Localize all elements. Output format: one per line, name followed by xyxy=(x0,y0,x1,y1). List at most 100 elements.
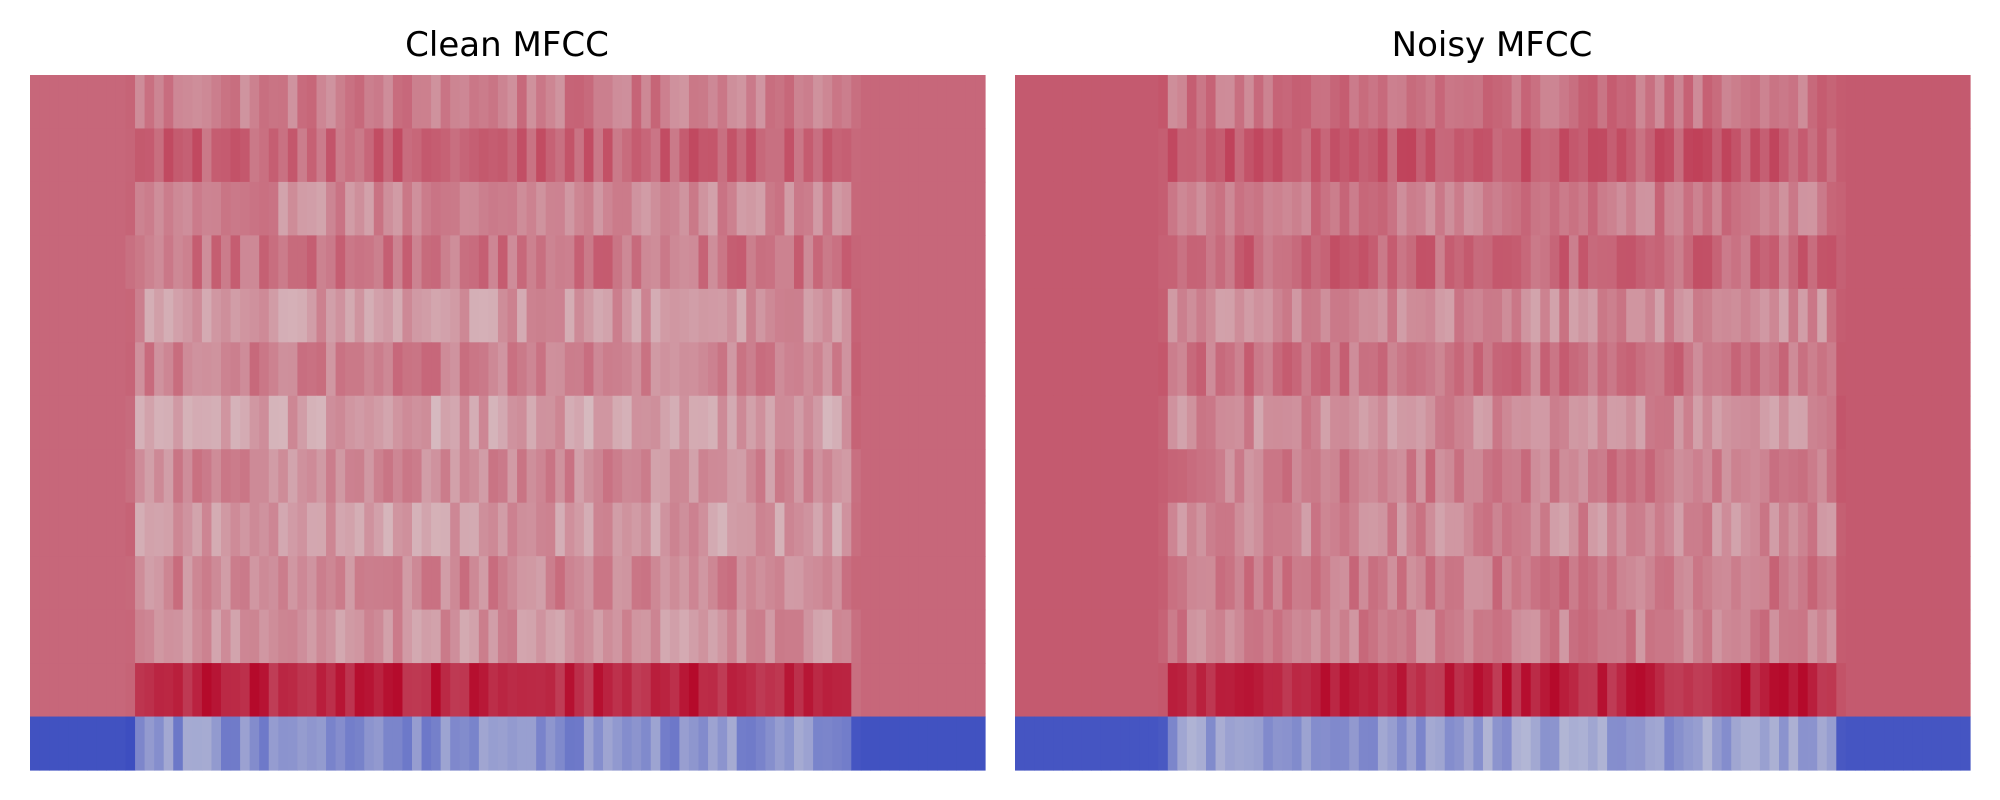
heatmap-cell xyxy=(1359,235,1369,289)
heatmap-cell xyxy=(756,610,766,664)
heatmap-cell xyxy=(221,342,231,396)
heatmap-cell xyxy=(1636,342,1646,396)
heatmap-cell xyxy=(1569,396,1579,450)
heatmap-cell xyxy=(1760,75,1770,129)
heatmap-cell xyxy=(1168,717,1178,771)
heatmap-cell xyxy=(699,235,709,289)
heatmap-cell xyxy=(145,503,155,557)
heatmap-cell xyxy=(1082,663,1092,717)
heatmap-cell xyxy=(804,503,814,557)
heatmap-cell xyxy=(1655,289,1665,343)
heatmap-cell xyxy=(1435,235,1445,289)
heatmap-cell xyxy=(192,182,202,236)
heatmap-cell xyxy=(508,663,518,717)
heatmap-cell xyxy=(1693,289,1703,343)
heatmap-cell xyxy=(1674,556,1684,610)
heatmap-cell xyxy=(317,449,327,503)
heatmap-cell xyxy=(1053,128,1063,182)
heatmap-cell xyxy=(1875,503,1885,557)
heatmap-cell xyxy=(956,449,966,503)
heatmap-cell xyxy=(1273,182,1283,236)
heatmap-cell xyxy=(1359,396,1369,450)
heatmap-cell xyxy=(1359,128,1369,182)
heatmap-cell xyxy=(1330,182,1340,236)
heatmap-cell xyxy=(1722,235,1732,289)
heatmap-cell xyxy=(718,556,728,610)
heatmap-cell xyxy=(1139,610,1149,664)
heatmap-cell xyxy=(1607,128,1617,182)
heatmap-cell xyxy=(746,556,756,610)
heatmap-cell xyxy=(1101,235,1111,289)
heatmap-cell xyxy=(1550,289,1560,343)
heatmap-cell xyxy=(804,717,814,771)
heatmap-cell xyxy=(336,128,346,182)
heatmap-cell xyxy=(756,396,766,450)
heatmap-cell xyxy=(1808,449,1818,503)
heatmap-cell xyxy=(269,449,279,503)
heatmap-cell xyxy=(1311,128,1321,182)
heatmap-cell xyxy=(173,235,183,289)
heatmap-cell xyxy=(1426,556,1436,610)
heatmap-cell xyxy=(269,610,279,664)
heatmap-cell xyxy=(1922,235,1932,289)
heatmap-cell xyxy=(746,289,756,343)
heatmap-cell xyxy=(909,717,919,771)
heatmap-cell xyxy=(1445,556,1455,610)
heatmap-cell xyxy=(804,75,814,129)
heatmap-cell xyxy=(699,717,709,771)
heatmap-cell xyxy=(708,663,718,717)
heatmap-cell xyxy=(1789,342,1799,396)
heatmap-cell xyxy=(670,128,680,182)
heatmap-cell xyxy=(536,128,546,182)
heatmap-cell xyxy=(632,556,642,610)
heatmap-cell xyxy=(1569,75,1579,129)
heatmap-cell xyxy=(479,235,489,289)
heatmap-cell xyxy=(975,75,985,129)
heatmap-cell xyxy=(679,289,689,343)
heatmap-cell xyxy=(250,503,260,557)
heatmap-cell xyxy=(336,75,346,129)
heatmap-cell xyxy=(1512,503,1522,557)
heatmap-cell xyxy=(1435,75,1445,129)
heatmap-cell xyxy=(30,396,40,450)
heatmap-cell xyxy=(1387,717,1397,771)
heatmap-cell xyxy=(527,342,537,396)
heatmap-cell xyxy=(259,556,269,610)
heatmap-cell xyxy=(364,503,374,557)
heatmap-cell xyxy=(1798,75,1808,129)
heatmap-cell xyxy=(737,610,747,664)
heatmap-cell xyxy=(1206,396,1216,450)
heatmap-cell xyxy=(1407,342,1417,396)
heatmap-cell xyxy=(1082,717,1092,771)
heatmap-cell xyxy=(450,75,460,129)
heatmap-cell xyxy=(632,342,642,396)
heatmap-cell xyxy=(765,289,775,343)
heatmap-cell xyxy=(355,128,365,182)
heatmap-cell xyxy=(1827,449,1837,503)
heatmap-cell xyxy=(1072,289,1082,343)
heatmap-cell xyxy=(1368,289,1378,343)
heatmap-cell xyxy=(145,289,155,343)
heatmap-cell xyxy=(1044,610,1054,664)
heatmap-cell xyxy=(1493,396,1503,450)
heatmap-cell xyxy=(1177,503,1187,557)
heatmap-cell xyxy=(1674,663,1684,717)
heatmap-cell xyxy=(1512,610,1522,664)
heatmap-cell xyxy=(1913,556,1923,610)
heatmap-cell xyxy=(1473,235,1483,289)
heatmap-cell xyxy=(956,235,966,289)
heatmap-cell xyxy=(1922,75,1932,129)
heatmap-cell xyxy=(1817,75,1827,129)
heatmap-cell xyxy=(1015,503,1025,557)
heatmap-cell xyxy=(1120,503,1130,557)
heatmap-cell xyxy=(909,663,919,717)
heatmap-cell xyxy=(183,289,193,343)
heatmap-cell xyxy=(412,342,422,396)
heatmap-cell xyxy=(1225,235,1235,289)
heatmap-cell xyxy=(546,449,556,503)
heatmap-cell xyxy=(603,289,613,343)
heatmap-cell xyxy=(679,449,689,503)
heatmap-cell xyxy=(78,396,88,450)
heatmap-cell xyxy=(1015,717,1025,771)
heatmap-cell xyxy=(641,235,651,289)
